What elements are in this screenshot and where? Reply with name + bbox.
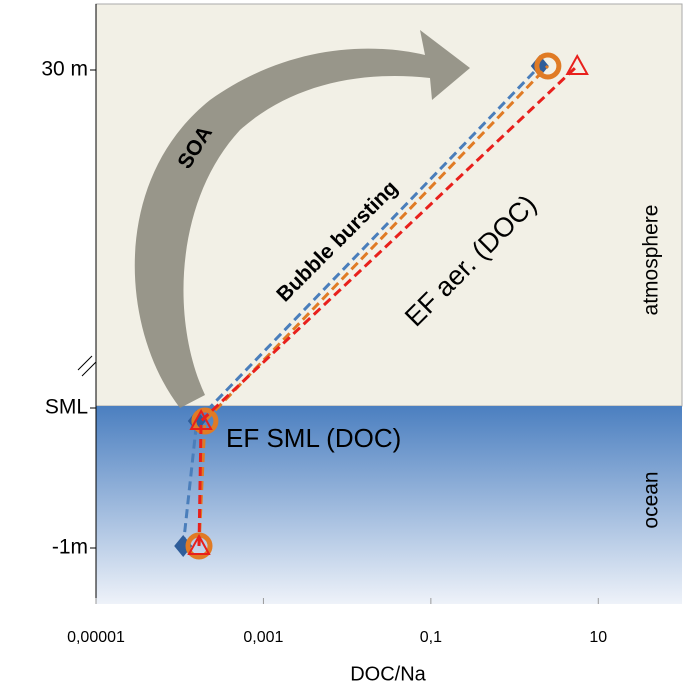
annotation: EF SML (DOC) xyxy=(226,423,401,453)
x-tick-label: 0,001 xyxy=(243,629,283,646)
y-tick-label: SML xyxy=(45,396,88,419)
marker xyxy=(187,533,211,555)
ocean-area xyxy=(96,406,682,604)
x-axis-label: DOC/Na xyxy=(350,663,426,685)
soa-arrow xyxy=(134,30,470,408)
marker xyxy=(530,55,549,77)
x-tick-label: 0,00001 xyxy=(67,629,125,646)
marker xyxy=(189,408,213,430)
marker xyxy=(534,52,562,80)
marker xyxy=(191,407,219,435)
annotation: atmosphere xyxy=(640,205,663,316)
series-line xyxy=(181,64,541,547)
series-line xyxy=(197,64,549,547)
annotation: ocean xyxy=(640,471,663,528)
x-tick-label: 10 xyxy=(589,629,607,646)
marker xyxy=(565,53,589,75)
y-tick-label: 30 m xyxy=(41,58,88,81)
axis-break xyxy=(77,355,97,377)
x-tick-label: 0,1 xyxy=(420,629,442,646)
series-line xyxy=(197,64,579,547)
y-tick-label: -1m xyxy=(52,536,88,559)
